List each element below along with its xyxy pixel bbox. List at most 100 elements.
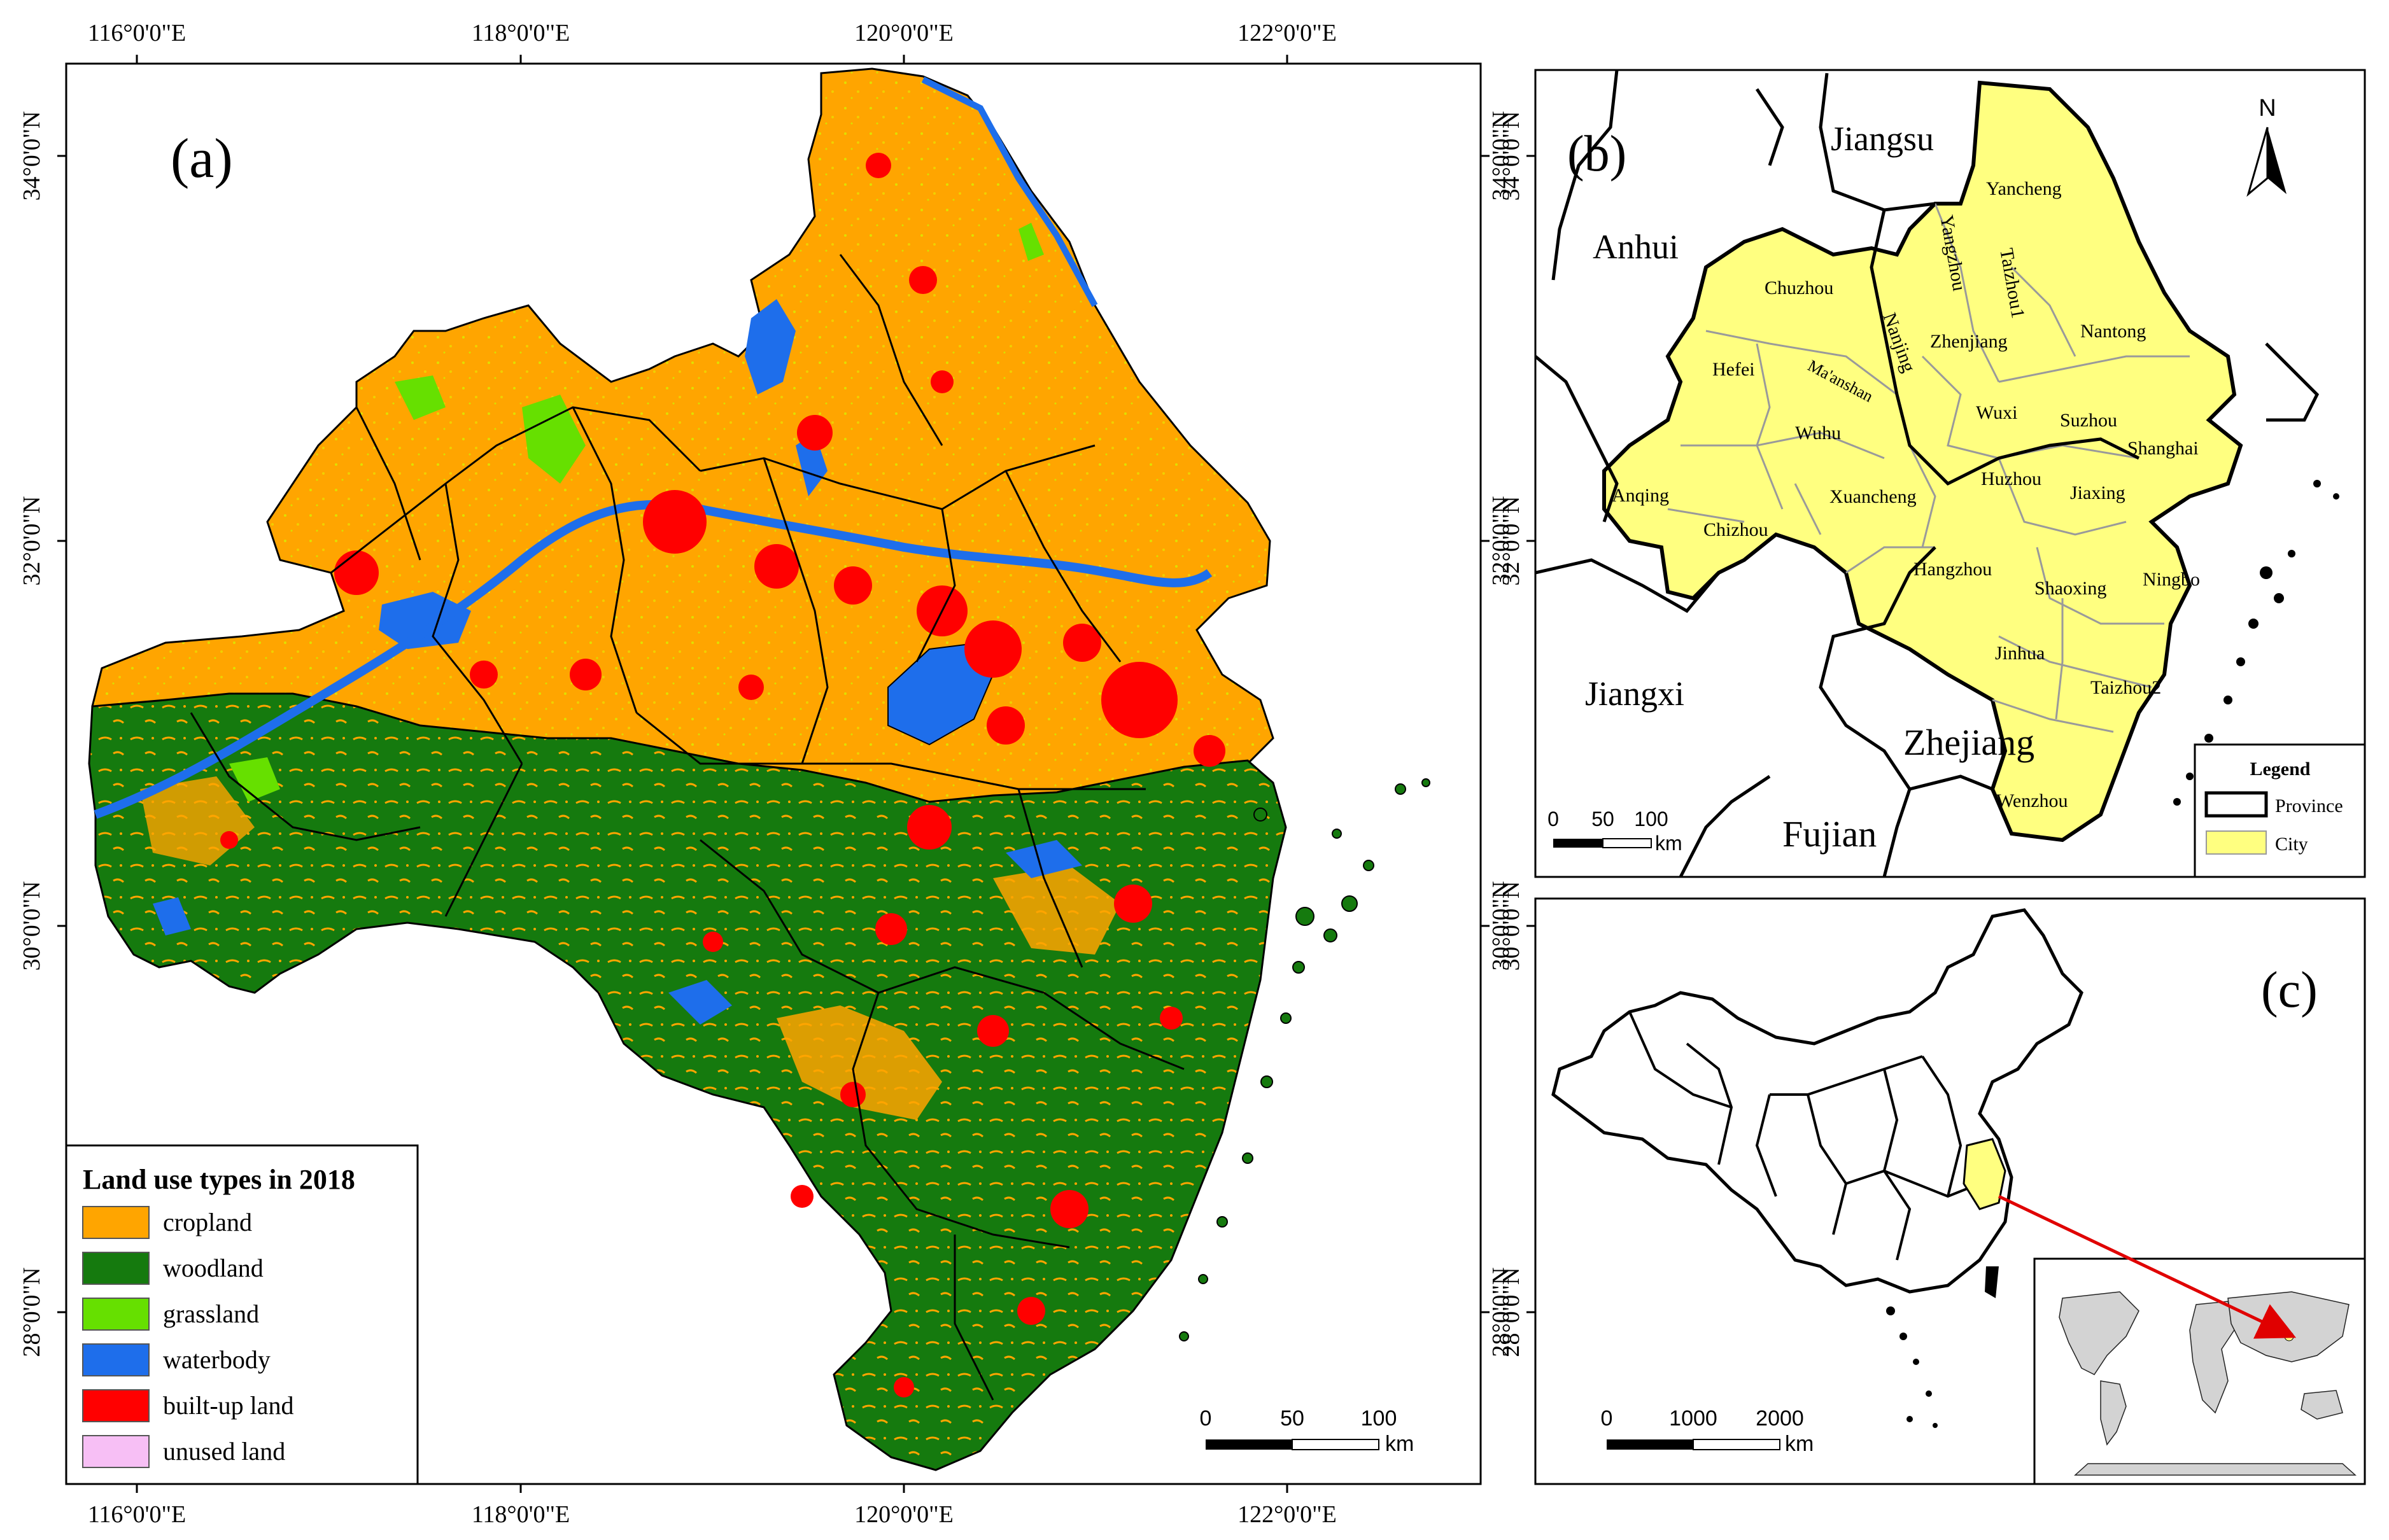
city-label-jinhua: Jinhua bbox=[1995, 643, 2045, 664]
north-america bbox=[2059, 1291, 2139, 1375]
south-china-sea-islands bbox=[1886, 1306, 1938, 1428]
legend-swatch-4 bbox=[82, 1389, 150, 1422]
scalebar-b-black-segment bbox=[1553, 839, 1603, 848]
legend-city-swatch bbox=[2206, 830, 2267, 855]
panel-b-scalebar: 0 50 100 km bbox=[1547, 808, 1682, 855]
legend-label-4: built-up land bbox=[163, 1391, 294, 1420]
offshore-islands bbox=[1179, 778, 1430, 1341]
legend-label-3: waterbody bbox=[163, 1345, 271, 1374]
legend-city-label: City bbox=[2275, 834, 2308, 855]
study-area-fill bbox=[1602, 80, 2243, 843]
panel-b-lat-ticks bbox=[1526, 155, 1535, 542]
panel-c-lat-30: 30°0'0"N bbox=[1498, 881, 1525, 971]
scalebar-c-unit: km bbox=[1785, 1432, 1814, 1456]
legend-swatch-5 bbox=[82, 1435, 150, 1468]
lon-tick-top-120: 120°0'0"E bbox=[854, 20, 954, 46]
panel-c-label: (c) bbox=[2261, 962, 2318, 1018]
panel-a-label: (a) bbox=[171, 128, 233, 190]
city-label-huzhou: Huzhou bbox=[1981, 468, 2041, 489]
province-label-fujian: Fujian bbox=[1782, 813, 1877, 855]
lon-tick-top-122: 122°0'0"E bbox=[1237, 20, 1337, 46]
city-label-jiaxing: Jiaxing bbox=[2070, 482, 2125, 503]
chaohu-lake bbox=[379, 592, 471, 649]
city-label-shanghai: Shanghai bbox=[2127, 438, 2199, 459]
scalebar-a-white-segment bbox=[1292, 1439, 1379, 1450]
woodland-region bbox=[88, 692, 1287, 1471]
panel-a: 116°0'0"E 118°0'0"E 120°0'0"E 122°0'0"E … bbox=[18, 20, 1514, 1528]
lat-tick-right-28: 28°0'0"N bbox=[1488, 1268, 1514, 1357]
scalebar-c-tick-1000: 1000 bbox=[1669, 1406, 1717, 1431]
city-label-nantong: Nantong bbox=[2080, 321, 2146, 342]
scalebar-b-tick-100: 100 bbox=[1634, 808, 1668, 830]
scalebar-c-white-segment bbox=[1693, 1439, 1780, 1450]
antarctica bbox=[2074, 1463, 2357, 1476]
china-province-lines bbox=[1628, 1011, 1980, 1261]
city-label-chuzhou: Chuzhou bbox=[1765, 277, 1833, 298]
lat-tick-left-30: 30°0'0"N bbox=[18, 881, 45, 971]
city-label-suzhou: Suzhou bbox=[2060, 410, 2117, 431]
city-label-taizhou2: Taizhou2 bbox=[2090, 677, 2161, 698]
city-label-hefei: Hefei bbox=[1712, 359, 1755, 380]
panel-c-scalebar: 0 1000 2000 km bbox=[1601, 1406, 1814, 1456]
city-boundary-lines bbox=[1667, 203, 2190, 733]
legend-swatch-2 bbox=[82, 1298, 150, 1331]
lat-tick-right-32: 32°0'0"N bbox=[1488, 496, 1514, 586]
taihu-lake bbox=[887, 641, 994, 746]
land-use-legend: Land use types in 2018 cropland woodland g… bbox=[65, 1144, 419, 1485]
qiandao-lake bbox=[668, 980, 732, 1025]
lon-tick-bottom-120: 120°0'0"E bbox=[854, 1501, 954, 1528]
city-label-wuxi: Wuxi bbox=[1976, 402, 2017, 423]
panel-c-lat-28: 28°0'0"N bbox=[1498, 1268, 1525, 1357]
scalebar-a-unit: km bbox=[1385, 1432, 1414, 1456]
panel-b-legend: Legend Province City bbox=[2194, 743, 2366, 878]
province-boundaries bbox=[1534, 69, 2320, 878]
legend-label-0: cropland bbox=[163, 1208, 252, 1236]
north-arrow-icon: N bbox=[2246, 95, 2287, 197]
grassland-patch bbox=[522, 395, 586, 484]
cropland-patch-south bbox=[777, 1005, 942, 1120]
legend-label-2: grassland bbox=[163, 1299, 259, 1328]
city-label-hangzhou: Hangzhou bbox=[1913, 559, 1992, 580]
city-label-shaoxing: Shaoxing bbox=[2034, 578, 2106, 599]
city-label-anqing: Anqing bbox=[1612, 485, 1669, 506]
scalebar-a-tick-0: 0 bbox=[1200, 1406, 1212, 1431]
lat-tick-left-32: 32°0'0"N bbox=[18, 496, 45, 586]
province-label-jiangsu: Jiangsu bbox=[1831, 120, 1934, 158]
city-label-yancheng: Yancheng bbox=[1986, 178, 2062, 199]
lon-tick-top-118: 118°0'0"E bbox=[472, 20, 570, 46]
scalebar-c-black-segment bbox=[1607, 1439, 1693, 1450]
yrd-highlight bbox=[1963, 1138, 2006, 1210]
panel-b-legend-title: Legend bbox=[2250, 759, 2310, 780]
hongze-lake bbox=[745, 299, 796, 395]
city-label-wenzhou: Wenzhou bbox=[1996, 790, 2068, 811]
grassland-patch-2 bbox=[395, 375, 446, 420]
lon-tick-bottom-118: 118°0'0"E bbox=[472, 1501, 570, 1528]
location-arrow bbox=[1998, 1194, 2297, 1339]
province-label-jiangxi: Jiangxi bbox=[1585, 675, 1684, 713]
legend-label-5: unused land bbox=[163, 1437, 285, 1466]
qiantang-estuary bbox=[1006, 840, 1082, 878]
panel-c: 30°0'0"N 28°0'0"N (c) bbox=[1498, 881, 2366, 1485]
world-inset bbox=[2033, 1257, 2366, 1485]
lon-tick-bottom-116: 116°0'0"E bbox=[88, 1501, 186, 1528]
panel-a-lon-ticks bbox=[136, 55, 1288, 1493]
lat-tick-left-34: 34°0'0"N bbox=[18, 111, 45, 201]
panel-c-lat-ticks bbox=[1526, 925, 1535, 1313]
city-boundaries bbox=[190, 254, 1185, 1401]
built-up-clusters bbox=[220, 153, 1225, 1397]
north-arrow-label: N bbox=[2259, 95, 2276, 122]
lat-tick-right-34: 34°0'0"N bbox=[1488, 111, 1514, 201]
scalebar-b-tick-50: 50 bbox=[1591, 808, 1614, 830]
scalebar-a-tick-100: 100 bbox=[1361, 1406, 1397, 1431]
scalebar-b-white-segment bbox=[1602, 838, 1652, 848]
legend-label-1: woodland bbox=[163, 1254, 264, 1282]
land-use-map bbox=[88, 67, 1430, 1471]
legend-province-label: Province bbox=[2275, 795, 2343, 816]
legend-swatch-0 bbox=[82, 1206, 150, 1239]
scalebar-c-tick-2000: 2000 bbox=[1756, 1406, 1804, 1431]
panel-a-lat-ticks bbox=[57, 155, 1490, 1313]
grassland-patch-coast bbox=[1018, 223, 1044, 261]
scalebar-b-tick-0: 0 bbox=[1547, 808, 1559, 830]
city-label-wuhu: Wuhu bbox=[1795, 423, 1841, 444]
